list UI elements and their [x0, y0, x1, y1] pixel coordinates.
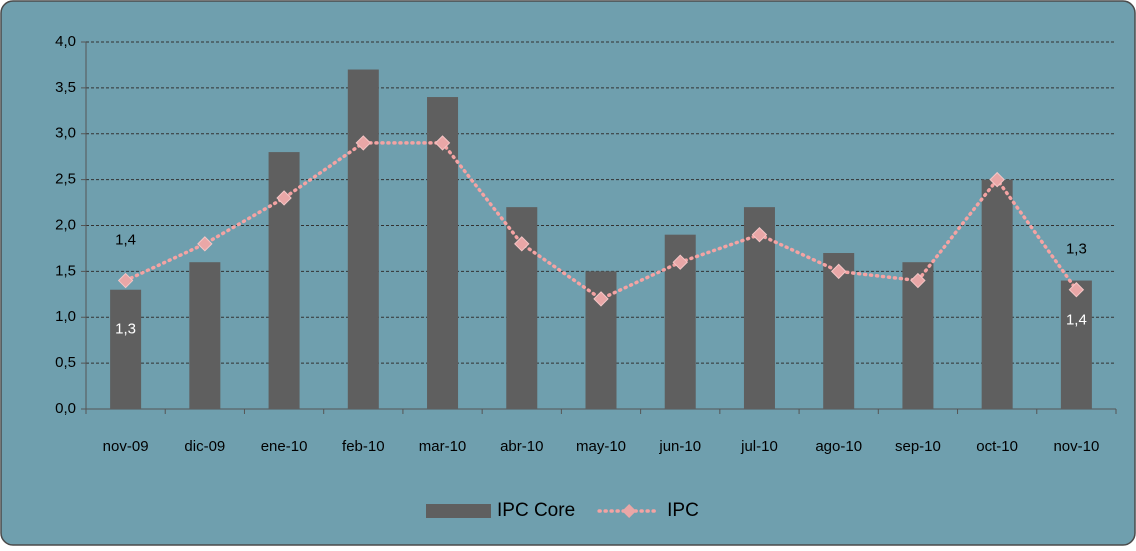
- marker: [593, 291, 609, 307]
- marker: [197, 236, 213, 252]
- legend-label: IPC Core: [497, 500, 575, 521]
- legend-swatch: [426, 504, 491, 518]
- y-tick-label: 3,0: [55, 125, 76, 142]
- bar: [981, 179, 1013, 409]
- x-tick-label: mar-10: [419, 438, 467, 455]
- marker: [672, 254, 688, 270]
- y-tick-label: 3,5: [55, 79, 76, 96]
- x-tick-label: may-10: [576, 438, 626, 455]
- marker: [355, 135, 372, 151]
- bar: [1060, 280, 1092, 409]
- y-tick-label: 0,0: [55, 400, 76, 417]
- x-tick-label: ene-10: [261, 438, 308, 455]
- marker: [910, 272, 926, 289]
- y-tick-label: 1,5: [55, 262, 76, 279]
- x-tick-label: jul-10: [740, 438, 778, 455]
- x-tick-label: jun-10: [658, 438, 701, 455]
- marker: [830, 263, 847, 280]
- marker: [1068, 282, 1085, 298]
- marker: [276, 190, 292, 206]
- y-tick-label: 2,5: [55, 171, 76, 188]
- x-tick-label: nov-10: [1053, 438, 1099, 455]
- data-label: 1,3: [115, 321, 136, 338]
- bar: [189, 262, 221, 409]
- marker: [989, 171, 1005, 188]
- x-tick-label: ago-10: [815, 438, 862, 455]
- x-tick-label: oct-10: [976, 438, 1018, 455]
- y-tick-label: 1,0: [55, 308, 76, 325]
- marker: [751, 226, 768, 243]
- marker: [434, 135, 451, 151]
- data-label: 1,3: [1066, 241, 1087, 258]
- legend-marker: [622, 504, 637, 518]
- y-tick-label: 0,5: [55, 354, 76, 371]
- x-tick-label: sep-10: [895, 438, 941, 455]
- x-tick-label: abr-10: [500, 438, 543, 455]
- x-tick-label: dic-09: [184, 438, 225, 455]
- data-label: 1,4: [1066, 312, 1087, 329]
- marker: [514, 236, 530, 252]
- x-tick-label: nov-09: [103, 438, 149, 455]
- y-tick-label: 2,0: [55, 216, 76, 233]
- legend-label: IPC: [667, 500, 699, 521]
- marker: [117, 272, 134, 289]
- data-label: 1,4: [115, 232, 136, 249]
- bar: [347, 69, 379, 410]
- bar: [110, 289, 142, 409]
- x-tick-label: feb-10: [342, 438, 385, 455]
- y-tick-label: 4,0: [55, 33, 76, 50]
